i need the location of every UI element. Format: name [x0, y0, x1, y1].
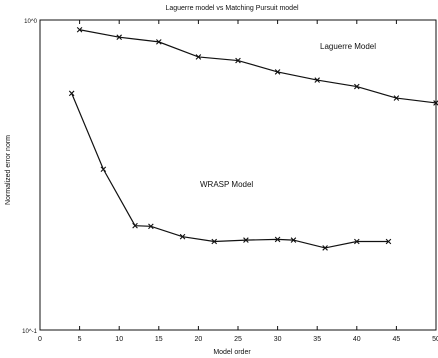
x-tick-label: 45: [393, 336, 401, 343]
y-axis-label: Normalized error norm: [5, 135, 12, 205]
wrasp-point: [148, 223, 154, 230]
x-tick-label: 35: [313, 336, 321, 343]
wrasp-point: [132, 222, 138, 229]
wrasp-point: [290, 237, 297, 243]
annotation-wrasp: WRASP Model: [200, 180, 253, 189]
laguerre-point: [116, 34, 122, 40]
x-tick-label: 40: [353, 336, 361, 343]
x-tick-label: 15: [155, 336, 163, 343]
plot-frame: [39, 19, 437, 331]
laguerre-point: [354, 83, 360, 90]
laguerre-point: [314, 77, 320, 83]
x-tick-label: 30: [274, 336, 282, 343]
wrasp-point: [243, 237, 249, 243]
chart-title: Laguerre model vs Matching Pursuit model: [165, 5, 299, 12]
x-tick-label: 20: [195, 336, 203, 343]
laguerre-line: [79, 29, 437, 104]
x-axis-label: Model order: [213, 349, 251, 356]
wrasp-line: [71, 93, 389, 249]
wrasp-point: [322, 245, 328, 251]
x-tick-label: 5: [78, 336, 82, 343]
laguerre-point: [195, 54, 202, 60]
laguerre-point: [156, 39, 162, 45]
laguerre-point: [76, 26, 83, 33]
wrasp-point: [354, 238, 360, 245]
chart-series: [68, 26, 438, 251]
laguerre-point: [235, 57, 241, 64]
x-tick-label: 25: [234, 336, 242, 343]
laguerre-point: [274, 69, 281, 75]
y-tick-label: 10^-1: [22, 329, 37, 335]
wrasp-point: [68, 90, 75, 97]
axis-ticks: 0 5 10 15 20 25 30 35 40 45 50 10^-1 10^0: [22, 19, 438, 343]
x-tick-label: 50: [432, 336, 438, 343]
wrasp-point: [211, 238, 218, 245]
wrasp-point: [100, 166, 107, 173]
wrasp-point: [179, 233, 186, 240]
wrasp-point: [274, 236, 281, 243]
x-tick-label: 10: [115, 336, 123, 343]
wrasp-point: [385, 238, 392, 245]
laguerre-point: [393, 95, 400, 101]
annotation-laguerre: Laguerre Model: [320, 42, 376, 51]
x-tick-label: 0: [38, 336, 42, 343]
y-tick-label: 10^0: [24, 19, 37, 25]
